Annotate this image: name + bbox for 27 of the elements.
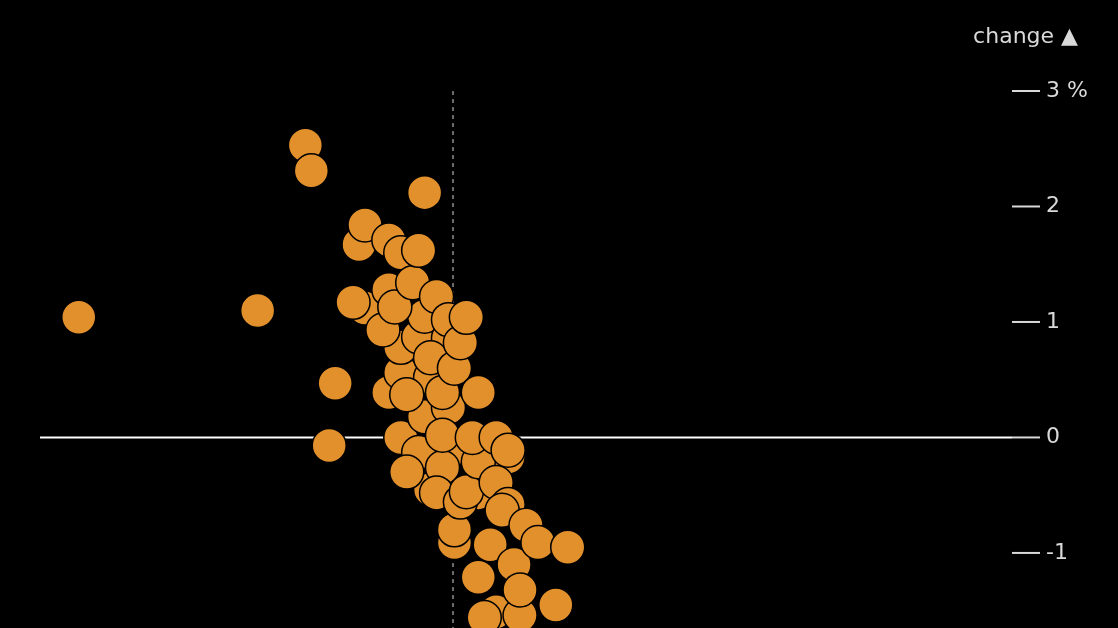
- y-tick-label: 3 %: [1046, 76, 1088, 102]
- point: [448, 299, 485, 336]
- point: [502, 572, 538, 608]
- point: [520, 524, 556, 561]
- point: [388, 376, 425, 413]
- y-axis-title: change ▲: [973, 23, 1079, 48]
- point: [406, 174, 443, 211]
- y-tick-label: -1: [1046, 538, 1068, 564]
- point: [388, 454, 425, 490]
- point: [472, 527, 508, 563]
- point: [538, 587, 574, 623]
- point: [377, 289, 413, 325]
- y-tick-label: 1: [1046, 307, 1060, 333]
- point: [293, 152, 330, 189]
- point: [311, 427, 347, 464]
- point: [61, 299, 97, 336]
- point: [335, 284, 371, 321]
- y-tick-label: 0: [1046, 423, 1060, 449]
- point: [239, 292, 276, 329]
- point: [400, 232, 437, 269]
- point: [460, 559, 497, 595]
- point: [436, 512, 473, 548]
- point: [484, 492, 520, 528]
- point: [317, 365, 353, 401]
- y-tick-label: 2: [1046, 192, 1060, 218]
- point: [549, 529, 586, 565]
- point: [460, 374, 497, 411]
